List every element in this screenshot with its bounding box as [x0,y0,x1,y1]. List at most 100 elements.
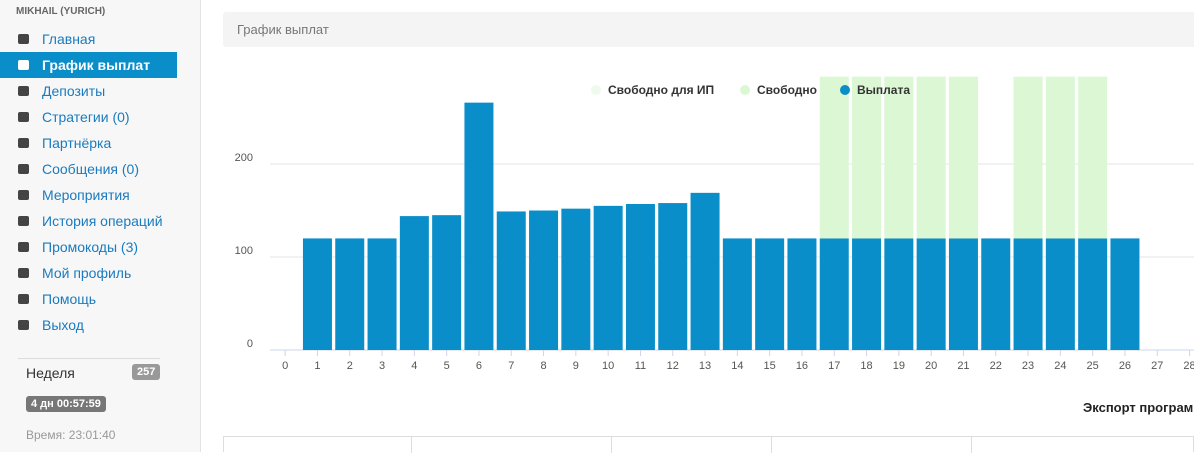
bar [916,76,946,239]
menu-label[interactable]: Главная [42,31,96,47]
bar [1013,76,1043,239]
bar [561,208,591,350]
x-tick-label: 25 [1087,360,1099,372]
time: Время: 23:01:40 [26,428,116,442]
timer: 4 дн 00:57:59 [26,396,106,412]
menu-item[interactable]: Помощь [0,286,177,312]
x-tick-label: 18 [860,360,872,372]
bar [1110,238,1140,350]
x-tick-label: 23 [1022,360,1034,372]
x-tick-label: 19 [893,360,905,372]
user-name[interactable]: MIKHAIL (YURICH) [16,6,106,17]
legend-label: Свободно [757,83,817,97]
bar [367,238,397,350]
menu-label[interactable]: Помощь [42,291,97,307]
bar [1078,76,1108,239]
x-tick-label: 7 [508,360,514,372]
menu-icon [18,190,29,200]
x-tick-label: 21 [957,360,969,372]
bar [1078,238,1108,350]
menu-item[interactable]: Стратегии (0) [0,104,177,130]
bar [755,238,785,350]
menu-label[interactable]: Стратегии (0) [42,109,130,125]
bar [819,76,849,239]
menu-label[interactable]: Промокоды (3) [42,239,139,255]
bar [981,238,1011,350]
menu-label[interactable]: График выплат [42,57,151,73]
bar [948,76,978,239]
menu-icon [18,112,29,122]
bar [787,238,817,350]
menu-item[interactable]: Сообщения (0) [0,156,177,182]
legend-marker [740,85,750,95]
legend-marker [591,85,601,95]
bar [884,238,914,350]
menu-label[interactable]: Партнёрка [42,135,112,151]
menu-icon [18,34,29,44]
week-label: Неделя [26,365,75,381]
bar [690,192,720,350]
bar [1013,238,1043,350]
bar [464,102,494,350]
x-tick-label: 14 [731,360,743,372]
x-tick-label: 17 [828,360,840,372]
menu-item[interactable]: Депозиты [0,78,177,104]
bar [852,238,882,350]
menu-item[interactable]: График выплат [0,52,177,78]
y-tick-label: 100 [235,245,253,257]
y-tick-label: 0 [247,338,253,350]
bar [529,210,559,350]
bar [1045,76,1075,239]
menu-icon [18,138,29,148]
menu-item[interactable]: Промокоды (3) [0,234,177,260]
x-tick-label: 22 [990,360,1002,372]
x-tick-label: 9 [573,360,579,372]
col-border [611,437,612,453]
x-tick-label: 11 [635,360,646,372]
x-tick-label: 24 [1054,360,1066,372]
x-tick-label: 10 [602,360,614,372]
menu-label[interactable]: История операций [42,213,163,229]
menu-label[interactable]: Мой профиль [42,265,132,281]
bar [852,76,882,239]
menu-label[interactable]: Сообщения (0) [42,161,139,177]
x-tick-label: 26 [1119,360,1131,372]
menu-icon [18,60,29,70]
x-tick-label: 13 [699,360,711,372]
bar [1045,238,1075,350]
menu-item[interactable]: Главная [0,26,177,52]
col-border [971,437,972,453]
bar [948,238,978,350]
menu-label[interactable]: Выход [42,317,84,333]
separator [18,358,160,359]
sidebar: MIKHAIL (YURICH) Главная График выплат Деп… [0,0,201,452]
x-tick-label: 3 [379,360,385,372]
bar [722,238,752,350]
menu-icon [18,86,29,96]
x-tick-label: 6 [476,360,482,372]
x-tick-label: 27 [1151,360,1163,372]
menu-item[interactable]: Мероприятия [0,182,177,208]
export-label[interactable]: Экспорт програм [1083,400,1194,415]
menu-label[interactable]: Депозиты [42,83,106,99]
bar [496,211,526,350]
menu-icon [18,268,29,278]
menu-icon [18,320,29,330]
menu-icon [18,216,29,226]
bar [884,76,914,239]
x-tick-label: 16 [796,360,808,372]
week-count: 257 [132,364,161,380]
menu-item[interactable]: Партнёрка [0,130,177,156]
x-tick-label: 1 [314,360,320,372]
x-tick-label: 12 [667,360,679,372]
bar [625,204,655,350]
menu-item[interactable]: Мой профиль [0,260,177,286]
menu-item[interactable]: Выход [0,312,177,338]
bar [302,238,332,350]
panel-header: График выплат [223,12,1194,47]
x-tick-label: 4 [411,360,417,372]
menu-item[interactable]: История операций [0,208,177,234]
menu-label[interactable]: Мероприятия [42,187,130,203]
